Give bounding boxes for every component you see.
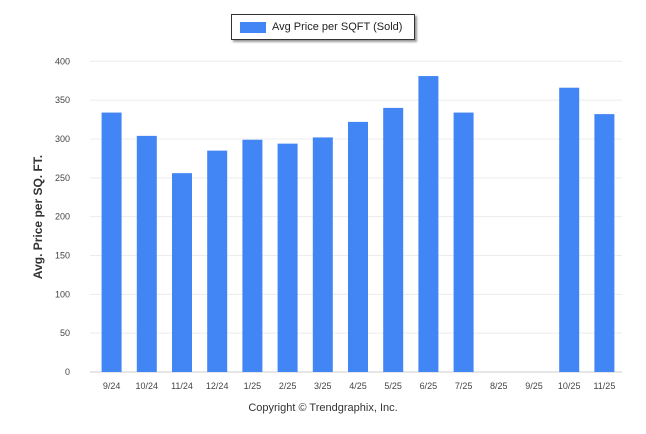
y-tick-label: 300 [55,134,70,144]
bar [418,76,439,372]
bar [383,107,404,372]
bar [101,112,122,373]
x-tick-label: 9/24 [103,381,121,391]
y-tick-label: 150 [55,250,70,260]
legend-label: Avg Price per SQFT (Sold) [272,21,403,33]
bar [559,87,580,372]
x-tick-label: 2/25 [279,381,297,391]
x-tick-label: 11/25 [593,381,615,391]
bar [453,112,474,373]
x-tick-label: 3/25 [314,381,332,391]
x-tick-label: 10/25 [558,381,581,391]
x-tick-label: 7/25 [455,381,473,391]
x-tick-label: 12/24 [206,381,229,391]
x-tick-label: 1/25 [244,381,262,391]
x-tick-label: 6/25 [420,381,438,391]
y-tick-label: 200 [55,212,70,222]
copyright: Copyright © Trendgraphix, Inc. [248,402,398,414]
x-tick-label: 11/24 [171,381,193,391]
y-tick-label: 350 [55,95,70,105]
bar [172,173,192,372]
bar [207,150,228,372]
legend-swatch [240,21,266,33]
y-tick-label: 100 [55,289,70,299]
x-tick-label: 9/25 [525,381,543,391]
x-tick-label: 10/24 [136,381,159,391]
bar [277,143,298,372]
bar [242,139,263,372]
y-tick-label: 250 [55,173,70,183]
x-tick-label: 5/25 [384,381,402,391]
x-tick-label: 8/25 [490,381,508,391]
y-tick-label: 50 [60,328,70,338]
y-tick-label: 400 [55,56,70,66]
bar [348,121,368,372]
x-tick-label: 4/25 [349,381,367,391]
y-tick-label: 0 [65,367,70,377]
bar [136,135,157,372]
bar [594,114,615,372]
y-axis-label: Avg. Price per SQ. FT. [31,154,45,280]
bar [312,137,333,372]
legend[interactable]: Avg Price per SQFT (Sold) [231,14,415,40]
